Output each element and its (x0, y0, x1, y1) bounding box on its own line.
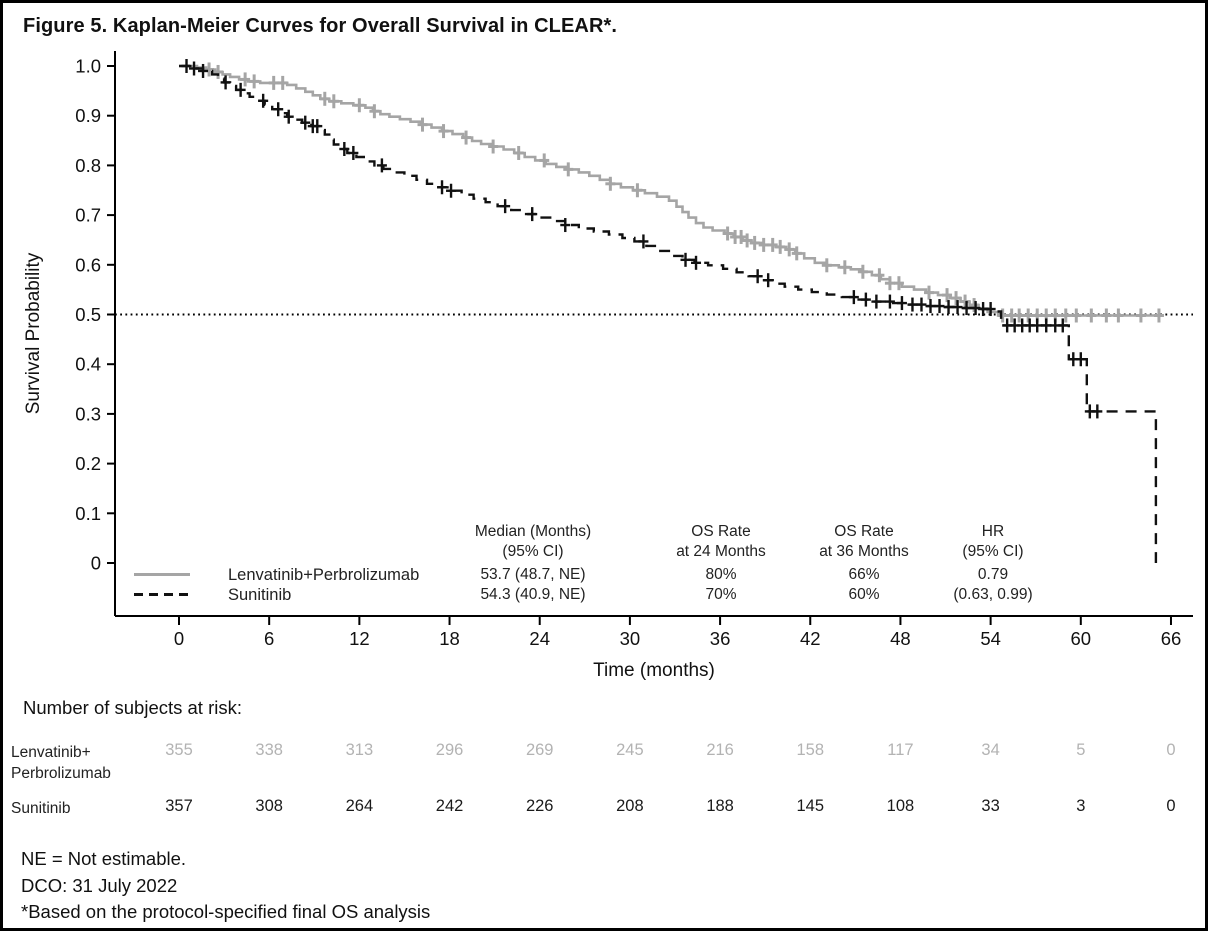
x-tick-label: 60 (1071, 628, 1092, 649)
risk-count: 34 (981, 741, 1000, 759)
risk-count: 0 (1166, 797, 1176, 815)
stats-header: HR (981, 523, 1005, 540)
risk-count: 338 (255, 741, 283, 759)
stats-value-lenvatinib: 66% (848, 566, 880, 583)
risk-count: 208 (616, 797, 644, 815)
y-tick-label: 0 (91, 553, 101, 574)
stats-col-os36: OS Rate at 36 Months 66% 60% (789, 522, 939, 604)
x-tick-label: 18 (439, 628, 460, 649)
legend-swatch-lenvatinib (134, 573, 190, 576)
stats-header: at 24 Months (676, 542, 766, 560)
stats-value-lenvatinib: 80% (705, 566, 737, 583)
risk-count: 0 (1166, 741, 1176, 759)
y-tick-label: 0.9 (75, 105, 101, 126)
km-plot-canvas: 0 0.1 0.2 0.3 0.4 0.5 0.6 0.7 0.8 0.9 1.0 0 6 12 18 24 3… (23, 51, 1193, 681)
y-tick-label: 0.2 (75, 453, 101, 474)
survival-curve-lenvatinib (179, 64, 1162, 317)
y-tick-label: 0.1 (75, 503, 101, 524)
footnote-ne: NE = Not estimable. (21, 848, 187, 869)
risk-count: 313 (345, 741, 374, 759)
x-axis-title: Time (months) (593, 660, 715, 681)
risk-count: 242 (435, 797, 464, 815)
legend-label-lenvatinib: Lenvatinib+Perbrolizumab (228, 566, 420, 584)
stats-header: Median (Months) (474, 523, 592, 540)
risk-count: 269 (525, 741, 554, 759)
x-tick-label: 42 (800, 628, 821, 649)
x-tick-label: 36 (710, 628, 731, 649)
risk-count: 117 (887, 741, 914, 759)
x-tick-label: 66 (1161, 628, 1182, 649)
y-tick-label: 0.6 (75, 254, 101, 275)
y-tick-label: 0.7 (75, 205, 101, 226)
x-tick-label: 12 (349, 628, 370, 649)
risk-row-label-lenvatinib: Lenvatinib+ Perbrolizumab (11, 744, 111, 782)
x-tick-label: 48 (890, 628, 911, 649)
risk-count: 33 (981, 797, 1000, 815)
risk-count: 355 (165, 741, 193, 759)
stats-header: (95% CI) (962, 542, 1024, 560)
stats-header: (95% CI) (502, 542, 564, 560)
stats-value-sunitinib: 54.3 (40.9, NE) (480, 585, 586, 603)
x-tick-label: 0 (174, 628, 184, 649)
stats-col-median: Median (Months) (95% CI) 53.7 (48.7, NE)… (433, 522, 633, 604)
stats-value-sunitinib: 60% (848, 585, 880, 603)
risk-count: 357 (165, 797, 193, 815)
stats-value-sunitinib: 70% (705, 585, 737, 603)
risk-count: 158 (796, 741, 825, 759)
stats-header: OS Rate (691, 523, 751, 540)
risk-count: 264 (345, 797, 374, 815)
y-tick-label: 0.8 (75, 155, 101, 176)
x-tick-label: 24 (529, 628, 550, 649)
footnote-dco: DCO: 31 July 2022 (21, 874, 178, 896)
stats-header: OS Rate (834, 523, 894, 540)
risk-count: 308 (255, 797, 283, 815)
y-tick-label: 1.0 (75, 56, 101, 77)
risk-table-heading: Number of subjects at risk: (23, 697, 242, 718)
risk-count: 216 (706, 741, 734, 759)
risk-count: 5 (1076, 741, 1086, 759)
x-tick-label: 6 (264, 628, 274, 649)
footnotes: NE = Not estimable. DCO: 31 July 2022 *B… (21, 846, 430, 926)
stats-value-lenvatinib: 53.7 (48.7, NE) (480, 566, 586, 583)
risk-count: 3 (1076, 797, 1086, 815)
stats-col-hr: HR (95% CI) 0.79 (0.63, 0.99) (918, 522, 1068, 604)
y-axis-title: Survival Probability (23, 252, 44, 414)
risk-count: 145 (796, 797, 825, 815)
y-tick-label: 0.5 (75, 304, 101, 325)
risk-count: 108 (886, 797, 915, 815)
legend-label-sunitinib: Sunitinib (228, 586, 292, 604)
risk-count: 296 (435, 741, 464, 759)
y-tick-label: 0.3 (75, 403, 101, 424)
stats-value-sunitinib: (0.63, 0.99) (953, 585, 1033, 603)
risk-count: 188 (706, 797, 734, 815)
risk-count: 245 (616, 741, 644, 759)
figure-title: Figure 5. Kaplan-Meier Curves for Overal… (23, 15, 618, 37)
footnote-asterisk: *Based on the protocol-specified final O… (21, 901, 431, 922)
risk-count: 226 (525, 797, 554, 815)
x-tick-label: 54 (980, 628, 1001, 649)
y-tick-label: 0.4 (75, 354, 101, 375)
legend-swatch-sunitinib (134, 593, 194, 596)
stats-col-os24: OS Rate at 24 Months 80% 70% (646, 522, 796, 604)
stats-value-lenvatinib: 0.79 (977, 566, 1009, 583)
x-tick-label: 30 (620, 628, 641, 649)
stats-header: at 36 Months (819, 542, 909, 560)
risk-row-label-sunitinib: Sunitinib (11, 800, 71, 817)
